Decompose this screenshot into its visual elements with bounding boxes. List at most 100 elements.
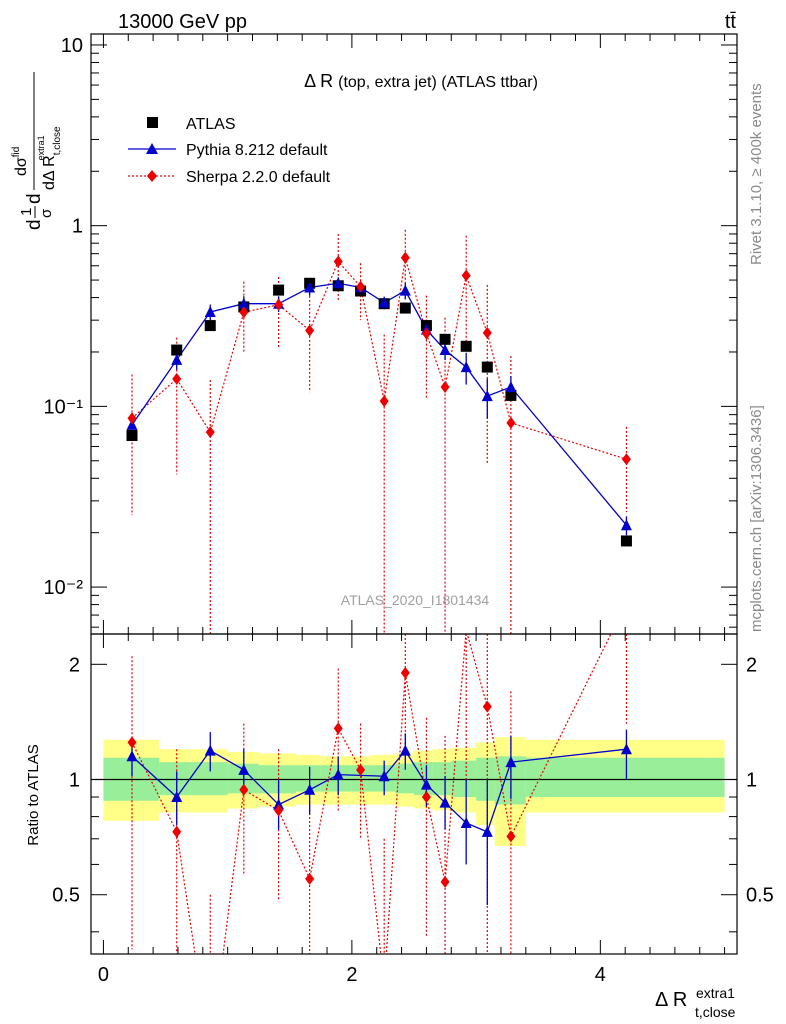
sherpa-ratio-point (440, 875, 450, 888)
sherpa-point (172, 372, 182, 385)
sherpa-ratio-point (506, 830, 516, 843)
svg-text:dΔ Rt,closeextra1: dΔ Rt,closeextra1 (36, 126, 63, 190)
sherpa-point (379, 395, 389, 408)
band-green (451, 760, 477, 798)
y-tick-label-main: 1 (72, 216, 83, 238)
x-tick-label: 4 (595, 964, 606, 986)
pythia-point (439, 344, 451, 356)
header-left: 13000 GeV pp (118, 11, 247, 33)
pythia-point (332, 277, 344, 289)
y-tick-label-ratio-right: 1 (746, 770, 757, 792)
y-tick-label-ratio-right: 0.5 (746, 885, 774, 907)
pythia-ratio-point (238, 763, 250, 775)
y-tick-label-ratio: 1 (69, 770, 80, 792)
svg-text:σ: σ (38, 208, 55, 218)
pythia-ratio-point (171, 791, 183, 803)
y-tick-label-ratio: 0.5 (52, 885, 80, 907)
header-right: tt̄ (725, 11, 737, 33)
atlas-point (204, 320, 216, 332)
sherpa-point (205, 426, 215, 439)
sherpa-point (333, 255, 343, 268)
sherpa-ratio-point (400, 666, 410, 679)
atlas-point (439, 333, 451, 345)
band-green (395, 763, 414, 794)
y-tick-label-main: 10 (61, 35, 83, 57)
sherpa-ratio-point (239, 783, 249, 796)
sherpa-ratio-point (333, 722, 343, 735)
band-green (351, 765, 371, 792)
legend: ATLAS Pythia 8.212 default Sherpa 2.2.0 … (128, 116, 331, 186)
band-green (432, 762, 452, 796)
axes: 0 2 4 10 1 10⁻¹ 10⁻² 2 2 1 1 0.5 0.5 (44, 34, 774, 986)
pythia-point (481, 390, 493, 402)
sherpa-ratio-point (421, 791, 431, 804)
pythia-line (131, 282, 627, 526)
band-green (525, 757, 725, 798)
sherpa-point (482, 326, 492, 339)
sherpa-point (305, 324, 315, 337)
sherpa-point (356, 280, 366, 293)
side-text-bottom: mcplots.cern.ch [arXiv:1306.3436] (748, 405, 765, 632)
sherpa-ratio-point (127, 736, 137, 749)
sherpa-ratio-point (482, 700, 492, 713)
chart-watermark: ATLAS_2020_I1801434 (341, 592, 490, 608)
atlas-point (273, 284, 285, 296)
atlas-point (481, 361, 493, 373)
pythia-ratio-point (439, 796, 451, 808)
ratio-panel (91, 634, 737, 954)
pythia-point (378, 296, 390, 308)
sherpa-point (127, 412, 137, 425)
band-green (190, 762, 228, 796)
atlas-point (126, 429, 138, 441)
x-tick-label: 2 (346, 964, 357, 986)
atlas-point (505, 389, 517, 401)
pythia-point (620, 519, 632, 531)
pythia-point (204, 305, 216, 317)
sherpa-point (239, 306, 249, 319)
sherpa-ratio-point (305, 872, 315, 885)
sherpa-point (421, 327, 431, 340)
legend-marker-sherpa (147, 170, 157, 182)
sherpa-point (400, 251, 410, 264)
pythia-ratio-point (505, 756, 517, 768)
atlas-point (620, 535, 632, 547)
pythia-ratio-point (620, 743, 632, 755)
pythia-point (126, 418, 138, 430)
y-tick-label-ratio-right: 2 (746, 654, 757, 676)
atlas-point (460, 340, 472, 352)
atlas-point (171, 344, 183, 356)
x-axis-label-sup: extra1 (696, 985, 735, 1001)
pythia-ratio-point (481, 825, 493, 837)
x-axis-label-sub: t,close (695, 1004, 736, 1020)
band-green (159, 762, 191, 796)
ratio-panel-frame (90, 633, 738, 955)
side-text-top: Rivet 3.1.10, ≥ 400k events (748, 83, 765, 265)
svg-text:d: d (24, 219, 45, 230)
pythia-ratio-point (378, 770, 390, 782)
legend-label-sherpa: Sherpa 2.2.0 default (186, 169, 331, 186)
x-tick-label: 0 (98, 964, 109, 986)
sherpa-point (506, 416, 516, 429)
legend-marker-pythia (146, 143, 158, 154)
sherpa-point (461, 269, 471, 282)
sherpa-ratio-point (172, 825, 182, 838)
atlas-point (399, 302, 411, 314)
y-tick-label-main: 10⁻¹ (44, 396, 84, 418)
sherpa-point (621, 453, 631, 466)
pythia-ratio-point (332, 768, 344, 780)
pythia-point (304, 281, 316, 293)
x-axis-label: Δ R (655, 989, 687, 1011)
pythia-ratio-point (399, 744, 411, 756)
pythia-point (171, 353, 183, 365)
svg-text:dσfid: dσfid (11, 147, 30, 176)
main-panel (126, 229, 632, 634)
pythia-ratio-point (273, 798, 285, 810)
pythia-ratio-point (126, 750, 138, 762)
sherpa-ratio-line (131, 634, 612, 954)
sherpa-point (440, 381, 450, 394)
pythia-ratio-point (304, 783, 316, 795)
pythia-point (460, 361, 472, 373)
pythia-point (399, 284, 411, 296)
svg-text:d: d (24, 193, 45, 204)
